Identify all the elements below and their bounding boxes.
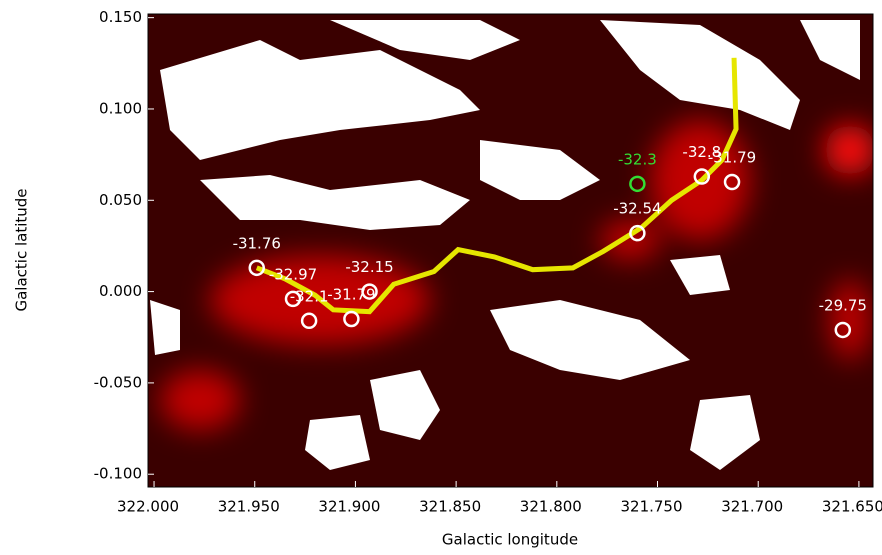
x-axis-label: Galactic longitude bbox=[442, 531, 578, 549]
marker bbox=[693, 168, 711, 185]
marker bbox=[248, 259, 265, 277]
marker bbox=[284, 290, 302, 308]
y-tick-label: -0.050 bbox=[94, 373, 142, 391]
marker bbox=[300, 312, 318, 330]
x-tick-label: 321.750 bbox=[620, 498, 682, 516]
marker-label: -29.75 bbox=[819, 296, 867, 314]
sky-image bbox=[148, 14, 873, 487]
marker-label: -32.15 bbox=[345, 258, 393, 276]
x-tick-label: 321.950 bbox=[218, 498, 280, 516]
marker bbox=[343, 310, 360, 328]
marker-label: -32.54 bbox=[613, 200, 661, 218]
y-tick-label: 0.150 bbox=[99, 8, 142, 26]
x-tick-label: 322.000 bbox=[117, 498, 179, 516]
x-tick-label: 321.700 bbox=[721, 498, 783, 516]
marker-label: -32.8 bbox=[682, 143, 721, 161]
x-tick-label: 321.900 bbox=[318, 498, 380, 516]
marker-label: -32.1 bbox=[290, 287, 329, 305]
x-tick-label: 321.850 bbox=[419, 498, 481, 516]
plot-frame bbox=[147, 13, 874, 488]
filament-path bbox=[255, 57, 739, 315]
y-tick-label: 0.050 bbox=[99, 191, 142, 209]
y-tick-label: -0.100 bbox=[94, 465, 142, 483]
marker bbox=[361, 283, 378, 300]
marker-label: -31.79 bbox=[327, 285, 375, 303]
marker bbox=[629, 224, 646, 242]
y-tick-label: 0.000 bbox=[99, 282, 142, 300]
marker bbox=[834, 321, 852, 339]
marker bbox=[629, 175, 646, 193]
marker-label: -32.97 bbox=[269, 265, 317, 283]
x-tick-label: 321.800 bbox=[520, 498, 582, 516]
marker bbox=[723, 173, 741, 191]
marker-label: -31.79 bbox=[708, 149, 756, 167]
x-tick-label: 321.650 bbox=[822, 498, 882, 516]
marker-label: -31.76 bbox=[233, 234, 281, 252]
marker-label: -32.3 bbox=[618, 150, 657, 168]
y-axis-label: Galactic latitude bbox=[13, 188, 31, 311]
y-tick-label: 0.100 bbox=[99, 99, 142, 117]
